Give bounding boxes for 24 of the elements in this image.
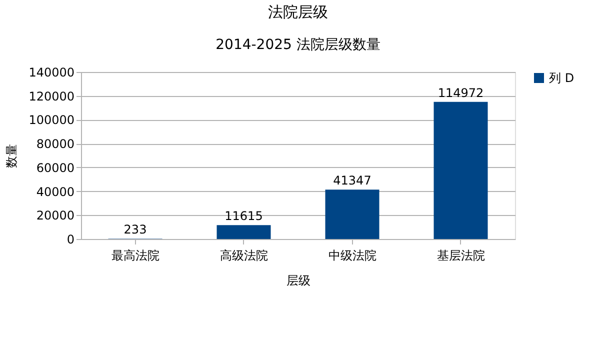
data-label: 114972 bbox=[438, 86, 484, 100]
chart-subtitle: 2014-2025 法院层级数量 bbox=[216, 37, 380, 53]
y-tick-label: 20000 bbox=[36, 208, 74, 223]
y-axis-title: 数量 bbox=[4, 144, 19, 168]
x-tick-label: 基层法院 bbox=[436, 248, 485, 262]
bar bbox=[434, 102, 488, 239]
x-tick-label: 最高法院 bbox=[111, 248, 160, 262]
y-tick-label: 80000 bbox=[36, 137, 74, 152]
y-tick-label: 0 bbox=[66, 232, 74, 246]
x-tick-label: 中级法院 bbox=[328, 248, 376, 262]
x-tick-label: 高级法院 bbox=[220, 248, 268, 262]
y-tick-label: 60000 bbox=[36, 160, 74, 175]
data-label: 41347 bbox=[333, 174, 372, 188]
legend-label: 列 D bbox=[549, 71, 574, 85]
data-label: 11615 bbox=[224, 209, 263, 224]
chart-title: 法院层级 bbox=[268, 3, 328, 21]
x-axis-title: 层级 bbox=[286, 274, 310, 288]
y-tick-label: 40000 bbox=[36, 184, 74, 199]
bar bbox=[325, 190, 380, 239]
bar bbox=[216, 225, 271, 239]
y-tick-label: 140000 bbox=[28, 66, 74, 80]
y-tick-label: 100000 bbox=[28, 113, 74, 128]
y-tick-label: 120000 bbox=[28, 89, 74, 104]
data-label: 233 bbox=[124, 222, 147, 237]
